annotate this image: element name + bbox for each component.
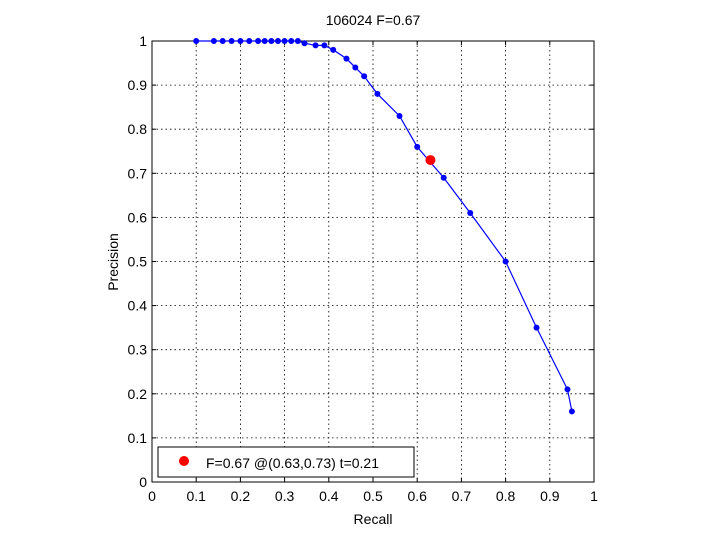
x-tick-label: 0.6 [407, 488, 427, 504]
x-tick-label: 0.3 [275, 488, 295, 504]
data-point [361, 73, 367, 79]
data-point [237, 38, 243, 44]
data-point [262, 38, 268, 44]
x-tick-label: 0.1 [186, 488, 206, 504]
data-point [193, 38, 199, 44]
data-point [343, 56, 349, 62]
data-point [229, 38, 235, 44]
y-axis-label: Precision [105, 233, 121, 291]
data-point [211, 38, 217, 44]
x-tick-label: 0.8 [496, 488, 516, 504]
x-tick-label: 0.7 [452, 488, 472, 504]
y-tick-label: 0.2 [128, 386, 148, 402]
x-tick-label: 0.5 [363, 488, 383, 504]
x-tick-label: 1 [590, 488, 598, 504]
data-point [301, 40, 307, 46]
data-point [220, 38, 226, 44]
x-tick-label: 0 [148, 488, 156, 504]
y-tick-label: 0.8 [128, 121, 148, 137]
x-axis-label: Recall [354, 511, 393, 527]
data-point [282, 38, 288, 44]
data-point [534, 325, 540, 331]
y-tick-label: 0.7 [128, 165, 148, 181]
data-point [246, 38, 252, 44]
x-tick-label: 0.2 [231, 488, 251, 504]
data-point [313, 42, 319, 48]
y-tick-label: 0.5 [128, 254, 148, 270]
best-f-point [425, 155, 435, 165]
data-point [295, 38, 301, 44]
y-tick-label: 0.4 [128, 298, 148, 314]
data-point [467, 210, 473, 216]
x-tick-label: 0.9 [540, 488, 560, 504]
y-tick-label: 0.9 [128, 77, 148, 93]
data-point [288, 38, 294, 44]
y-tick-label: 0 [139, 474, 147, 490]
data-point [569, 408, 575, 414]
y-tick-label: 0.6 [128, 209, 148, 225]
data-point [255, 38, 261, 44]
data-point [352, 64, 358, 70]
data-point [397, 113, 403, 119]
data-point [275, 38, 281, 44]
chart-title: 106024 F=0.67 [326, 12, 421, 28]
data-point [268, 38, 274, 44]
data-point [414, 144, 420, 150]
data-point [441, 175, 447, 181]
y-tick-label: 1 [139, 33, 147, 49]
legend-marker [179, 456, 189, 466]
data-point [330, 47, 336, 53]
legend-text: F=0.67 @(0.63,0.73) t=0.21 [206, 455, 379, 471]
legend: F=0.67 @(0.63,0.73) t=0.21 [158, 447, 414, 477]
data-point [321, 42, 327, 48]
data-point [564, 386, 570, 392]
data-point [374, 91, 380, 97]
y-tick-label: 0.1 [128, 430, 148, 446]
data-point [503, 259, 509, 265]
y-tick-label: 0.3 [128, 342, 148, 358]
x-tick-label: 0.4 [319, 488, 339, 504]
